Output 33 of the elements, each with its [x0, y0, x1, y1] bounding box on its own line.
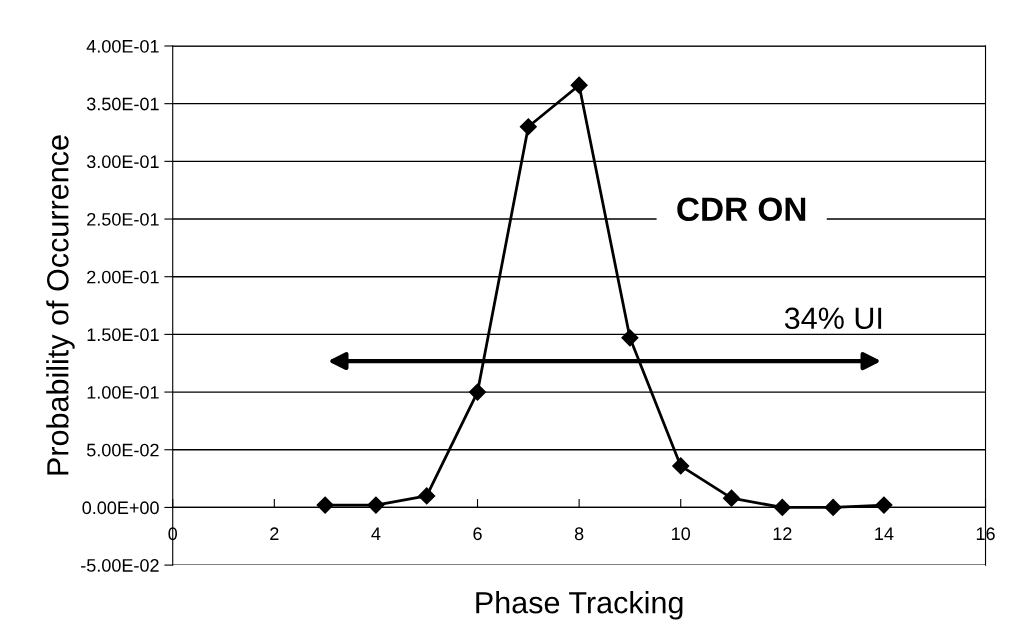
y-tick-label: 1.00E-01 — [87, 386, 159, 399]
annotation: CDR ON — [677, 197, 806, 222]
point — [570, 76, 588, 94]
point — [418, 487, 436, 505]
x-tick-label: 2 — [270, 527, 279, 540]
point — [519, 118, 537, 136]
point — [367, 496, 385, 514]
y-tick-label: 0.00E+00 — [82, 501, 159, 515]
x-tick-label: 14 — [875, 527, 894, 540]
point — [621, 329, 639, 347]
point — [722, 489, 741, 507]
x-tick-label: 4 — [371, 527, 381, 540]
y-tick-label: 3.00E-01 — [86, 155, 159, 169]
point — [875, 496, 893, 514]
point — [468, 383, 487, 401]
y-tick-label: 2.00E-01 — [87, 270, 159, 284]
x-tick-label: 8 — [574, 527, 584, 541]
y-tick-label: 2.50E-01 — [87, 212, 159, 226]
point — [824, 498, 842, 516]
y-tick-label: 4.00E-01 — [86, 39, 159, 53]
x-tick-label: 10 — [672, 527, 691, 541]
y-tick-label: 3.50E-01 — [86, 97, 159, 111]
y-tick-label: -5.00E-02 — [81, 559, 159, 572]
point — [773, 498, 791, 516]
x-tick-label: 12 — [773, 527, 792, 540]
x-tick-label: 6 — [473, 527, 482, 541]
point — [672, 457, 690, 475]
y-tick-label: 5.00E-02 — [86, 443, 159, 457]
x-axis-title: Phase Tracking — [476, 591, 683, 620]
annotation: 34% UI — [784, 307, 882, 330]
y-tick-label: 1.50E-01 — [87, 328, 159, 342]
y-axis-title: Probability of Occurrence — [46, 135, 75, 475]
point — [316, 496, 334, 514]
